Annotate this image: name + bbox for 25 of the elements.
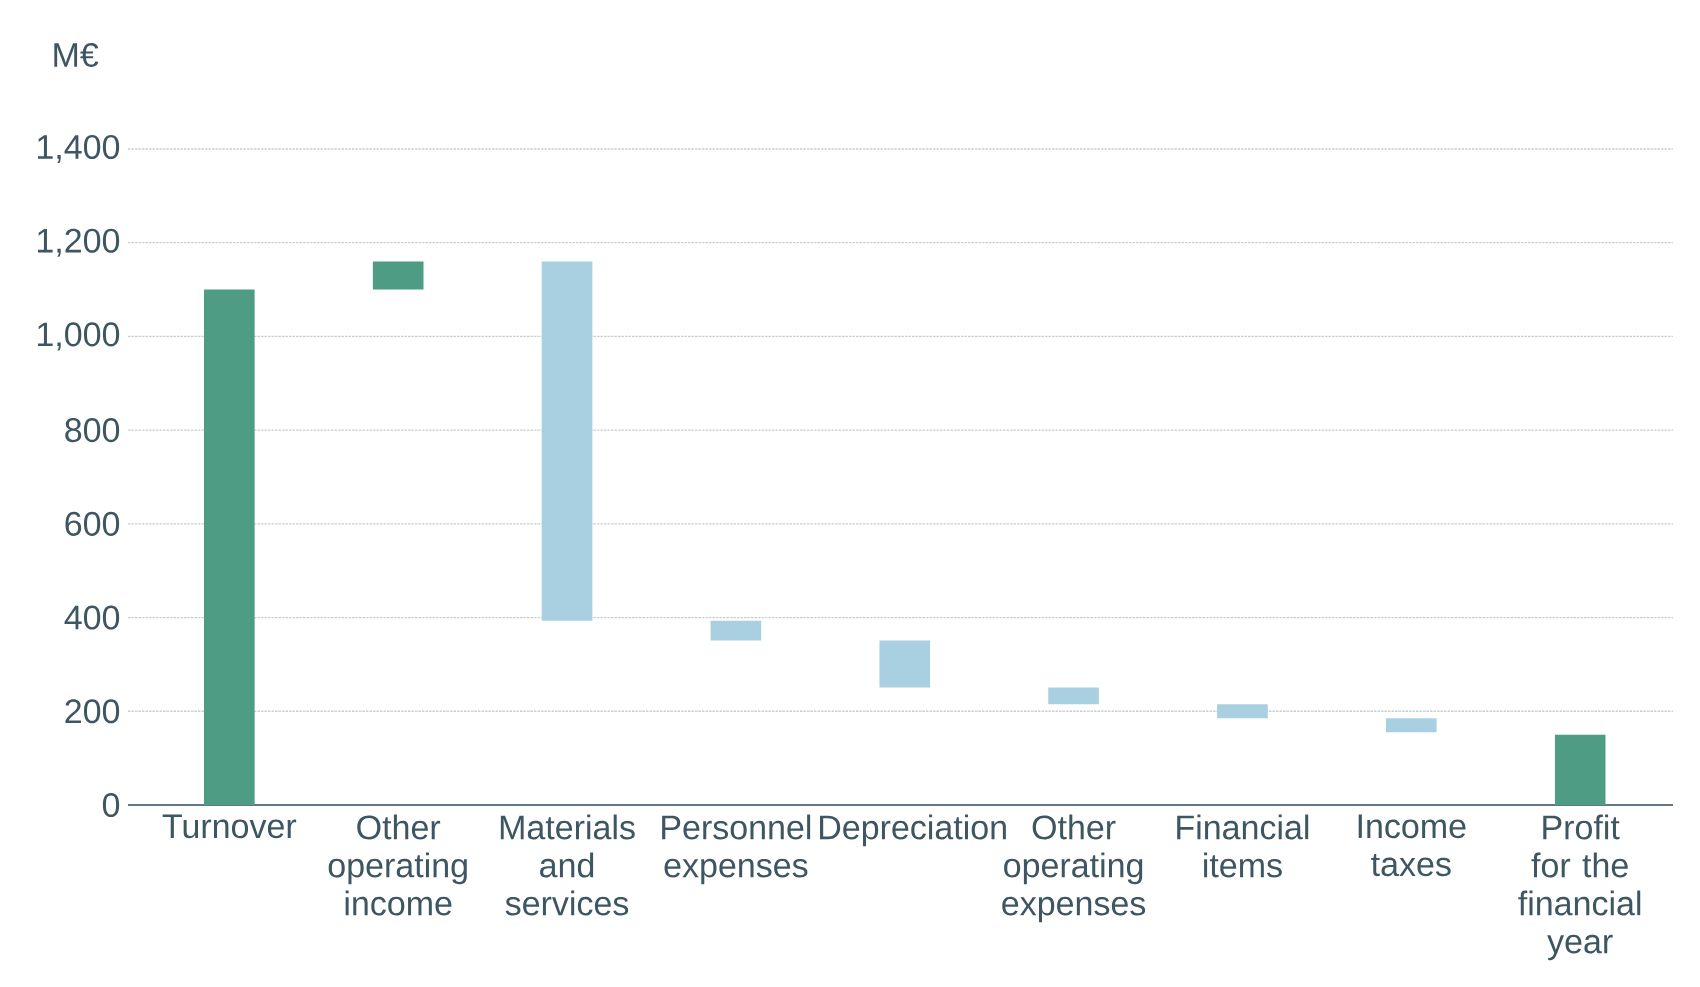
bar (203, 289, 255, 805)
x-tick-label: Personnel expenses (662, 814, 811, 885)
x-tick-label: Turnover (162, 814, 297, 839)
y-axis-title: M€ (54, 42, 99, 68)
x-tick-label: Other operating income (328, 814, 467, 916)
bar (1048, 687, 1099, 705)
y-tick-label: 200 (65, 699, 120, 724)
y-tick-label: 800 (65, 418, 120, 443)
bar (541, 261, 593, 621)
bar (372, 261, 424, 290)
x-tick-label: Financial items (1177, 814, 1309, 878)
y-tick-label: 1,000 (37, 322, 120, 351)
x-tick-label: Materials and services (500, 814, 635, 916)
y-tick-label: 1,200 (37, 228, 120, 257)
bar (1217, 704, 1268, 719)
y-tick-label: 600 (65, 511, 120, 536)
y-tick-label: 0 (102, 792, 120, 818)
bar (879, 640, 931, 688)
y-tick-label: 400 (64, 605, 120, 630)
bar (1385, 718, 1437, 733)
x-tick-label: Income taxes (1358, 814, 1466, 877)
y-tick-label: 1,400 (37, 134, 120, 164)
bar (710, 620, 762, 641)
bar (1554, 734, 1606, 805)
x-tick-label: Profit for the financial year (1518, 814, 1641, 961)
